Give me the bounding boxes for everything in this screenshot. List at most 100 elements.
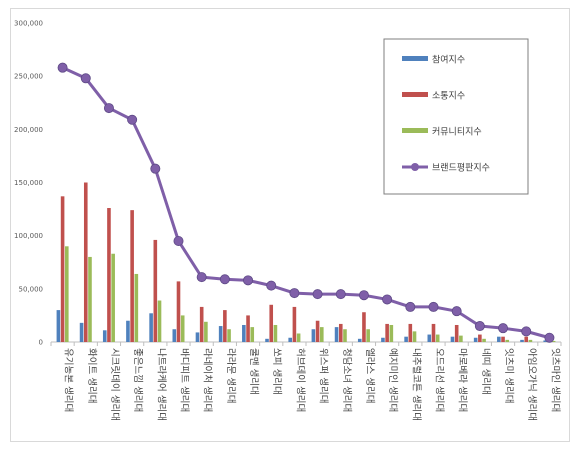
line-point <box>289 288 300 299</box>
chart-frame: 0 50,000 100,000 150,000 200,000 250,000 300,0… <box>10 8 570 442</box>
line-point <box>451 306 462 317</box>
bar <box>246 315 250 342</box>
category-label: 나트라케어 생리대 <box>155 348 166 421</box>
bar <box>134 273 139 342</box>
bar <box>501 336 505 342</box>
bar <box>102 330 107 342</box>
bar <box>362 312 366 342</box>
line-series-path <box>61 66 550 340</box>
bar <box>454 324 459 342</box>
line-point <box>521 326 532 337</box>
bar <box>111 253 115 342</box>
bar <box>204 321 208 342</box>
bar <box>435 334 440 342</box>
y-tick-label: 0 <box>39 339 43 347</box>
bar <box>126 320 130 342</box>
bar <box>79 322 84 342</box>
bar <box>478 334 482 342</box>
bar <box>551 340 556 342</box>
bar <box>497 336 501 342</box>
bar <box>60 196 65 342</box>
y-tick-label: 50,000 <box>19 285 44 293</box>
line-point <box>127 114 138 125</box>
category-label: 청담소녀 생리대 <box>341 348 353 412</box>
category-label: 쿨맨 생리대 <box>248 348 259 395</box>
bar <box>389 324 394 342</box>
bar <box>431 323 436 342</box>
line-point <box>150 163 161 174</box>
bar <box>269 304 274 342</box>
bar <box>520 339 524 342</box>
category-label: 허브데이 생리대 <box>294 348 305 412</box>
category-label: 라라문 생리대 <box>225 348 236 403</box>
line-point <box>544 332 555 343</box>
category-label: 마로베라 생리대 <box>457 348 468 412</box>
category-label: 예지미인 생리대 <box>387 348 398 412</box>
category-label: 유기농본 생리대 <box>63 348 74 412</box>
category-label: 엘라스 생리대 <box>364 348 375 403</box>
line-point <box>358 290 369 301</box>
category-label: 화이트 생리대 <box>86 348 97 403</box>
bar <box>157 300 162 342</box>
bar <box>223 310 227 342</box>
line-point <box>498 323 509 334</box>
bar <box>381 337 385 342</box>
legend-label: 참여지수 <box>432 54 465 66</box>
category-label: 오드리선 생리대 <box>434 348 445 412</box>
bar <box>343 329 347 342</box>
legend-marker <box>411 163 419 171</box>
line-point <box>103 103 114 114</box>
bar <box>528 339 533 342</box>
bar <box>315 320 320 342</box>
bar <box>242 324 246 342</box>
category-label: 아임오가닉 생리대 <box>526 348 538 421</box>
bar <box>505 339 510 342</box>
bar <box>357 338 362 342</box>
bar <box>404 336 408 342</box>
bar <box>172 329 177 342</box>
bar <box>296 333 301 342</box>
legend-swatch <box>402 128 428 133</box>
category-label: 잇츠미 생리대 <box>503 348 515 403</box>
bar <box>524 336 529 342</box>
bar <box>334 327 339 342</box>
y-tick-label: 250,000 <box>14 73 43 81</box>
category-label: 시크릿데이 생리대 <box>109 348 121 421</box>
line-point <box>312 289 323 300</box>
bar <box>292 306 297 342</box>
bar <box>153 239 158 342</box>
bar <box>273 324 278 342</box>
y-tick-label: 150,000 <box>14 179 43 187</box>
bar <box>227 329 231 342</box>
line-point <box>428 301 439 312</box>
bar <box>366 329 370 342</box>
bar <box>218 326 223 342</box>
y-tick-label: 100,000 <box>14 232 43 240</box>
legend-label: 커뮤니티지수 <box>432 127 482 138</box>
bar <box>83 182 88 342</box>
line-point <box>405 301 416 312</box>
line-point <box>243 275 254 286</box>
bar <box>543 340 548 342</box>
legend-swatch <box>402 92 428 97</box>
category-label: 쏘피 생리대 <box>271 348 282 395</box>
bar <box>311 329 316 342</box>
bar <box>149 313 153 342</box>
bar <box>473 337 478 342</box>
line-point <box>57 62 68 73</box>
bar <box>88 256 92 342</box>
category-label: 좋은느낌 생리대 <box>132 348 144 412</box>
category-label: 잇츠마인 생리대 <box>549 348 561 412</box>
line-point <box>80 73 91 84</box>
bar <box>107 208 111 342</box>
category-label: 라네이처 생리대 <box>202 348 214 412</box>
y-tick-label: 300,000 <box>14 20 43 28</box>
category-label: 바디피트 생리대 <box>179 348 190 412</box>
bar <box>56 310 61 342</box>
bar <box>408 323 413 342</box>
chart-canvas: 0 50,000 100,000 150,000 200,000 250,000 300,0… <box>14 20 562 421</box>
category-label: 네띠 생리대 <box>480 348 491 395</box>
bar <box>319 327 324 342</box>
bar <box>130 210 134 342</box>
bar <box>288 337 293 342</box>
